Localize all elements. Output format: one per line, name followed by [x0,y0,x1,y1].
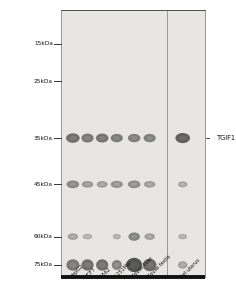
Ellipse shape [84,262,91,268]
Ellipse shape [84,183,91,186]
Text: 25kDa: 25kDa [34,79,53,84]
Ellipse shape [66,259,79,271]
Ellipse shape [83,234,92,239]
Text: 45kDa: 45kDa [34,182,53,187]
Ellipse shape [130,262,139,268]
Ellipse shape [147,183,153,186]
Text: 35kDa: 35kDa [34,136,53,141]
Text: U-251MG: U-251MG [113,260,133,279]
Ellipse shape [111,181,123,188]
Ellipse shape [128,134,140,142]
Ellipse shape [144,233,155,240]
Ellipse shape [114,136,120,140]
Text: TGIF1: TGIF1 [217,135,236,141]
Ellipse shape [67,181,79,188]
Ellipse shape [69,262,76,268]
Text: 15kDa: 15kDa [34,41,53,46]
Ellipse shape [68,233,78,240]
Ellipse shape [112,260,122,270]
Ellipse shape [178,261,187,269]
Ellipse shape [66,133,80,143]
Ellipse shape [131,136,138,140]
Text: Mouse liver: Mouse liver [131,255,155,279]
Ellipse shape [99,136,106,140]
Ellipse shape [85,236,90,238]
Ellipse shape [128,232,140,241]
Ellipse shape [96,134,108,142]
Ellipse shape [144,181,155,188]
Ellipse shape [180,263,185,267]
Text: HepG2: HepG2 [69,264,85,279]
Ellipse shape [175,133,190,143]
Ellipse shape [180,183,185,186]
Ellipse shape [81,134,94,142]
Text: Mouse testis: Mouse testis [146,254,172,279]
Ellipse shape [178,234,187,239]
Ellipse shape [178,182,187,187]
Text: 60kDa: 60kDa [34,234,53,239]
Ellipse shape [146,262,153,268]
Ellipse shape [111,134,123,142]
Ellipse shape [143,259,156,271]
Text: Rat uterus: Rat uterus [179,257,201,279]
Ellipse shape [70,235,76,238]
Ellipse shape [113,234,121,239]
Ellipse shape [115,236,119,238]
Ellipse shape [97,181,108,188]
Ellipse shape [131,183,138,186]
Ellipse shape [99,183,105,186]
Text: K-562: K-562 [99,266,112,279]
Ellipse shape [143,134,156,142]
Ellipse shape [114,183,120,186]
Ellipse shape [126,258,142,272]
Bar [61,10,205,277]
Ellipse shape [81,259,94,271]
Ellipse shape [114,263,120,267]
Ellipse shape [82,181,93,188]
Ellipse shape [69,183,76,186]
Ellipse shape [96,259,108,271]
Ellipse shape [84,136,91,140]
Ellipse shape [69,136,77,140]
Ellipse shape [131,235,137,239]
Ellipse shape [99,262,105,268]
Ellipse shape [179,136,187,140]
Ellipse shape [146,136,153,140]
Text: MCF7: MCF7 [84,266,97,279]
Ellipse shape [128,181,140,188]
Text: 75kDa: 75kDa [34,262,53,268]
Ellipse shape [180,236,185,238]
Ellipse shape [147,235,152,238]
